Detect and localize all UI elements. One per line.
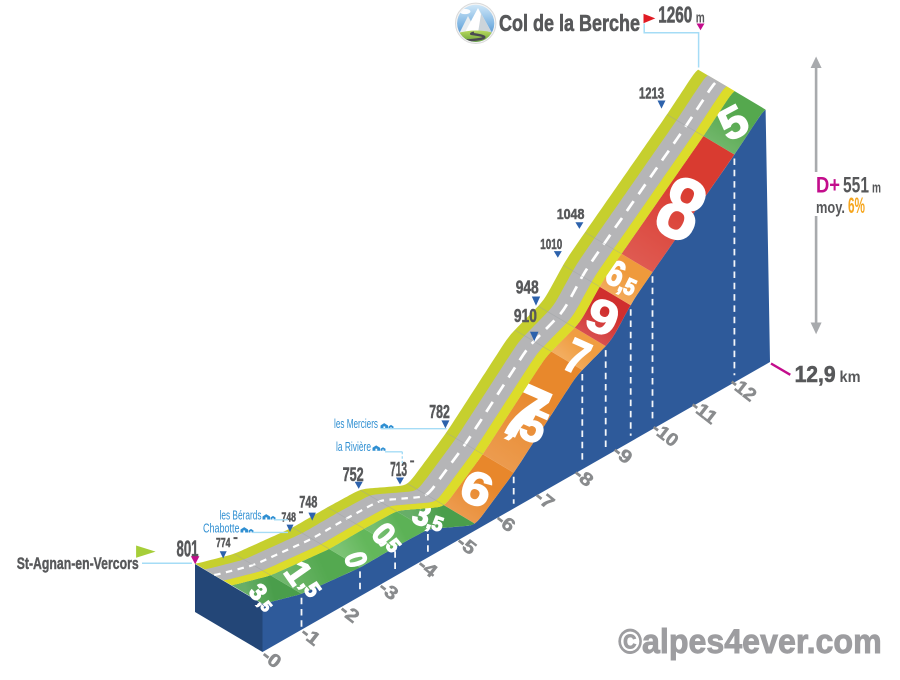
svg-text:12,9: 12,9 [795,361,836,387]
svg-text:Chabotte: Chabotte [203,522,240,536]
svg-text:774: 774 [216,535,231,550]
svg-text:1213: 1213 [639,86,664,103]
svg-text:948: 948 [516,277,539,297]
svg-text:752: 752 [343,465,364,486]
svg-text:748: 748 [299,493,317,512]
svg-text:1010: 1010 [540,236,562,253]
svg-text:1048: 1048 [557,206,585,223]
svg-text:km: km [840,369,861,386]
svg-text:St-Agnan-en-Vercors: St-Agnan-en-Vercors [17,555,139,573]
svg-text:la Rivière: la Rivière [336,440,371,454]
svg-text:910: 910 [514,306,537,326]
svg-text:moy.6%: moy. 6% [816,193,865,218]
svg-text:les Merciers: les Merciers [334,417,378,431]
svg-text:782: 782 [429,402,450,422]
svg-text:1260: 1260 [658,1,692,27]
svg-text:©alpes4ever.com: ©alpes4ever.com [618,623,881,661]
svg-text:713: 713 [390,459,407,481]
svg-text:748: 748 [282,509,297,524]
svg-text:801: 801 [177,535,199,561]
svg-text:les Bérards: les Bérards [220,509,262,523]
svg-text:Col de la Berche: Col de la Berche [499,10,640,36]
svg-text:m: m [696,9,705,26]
